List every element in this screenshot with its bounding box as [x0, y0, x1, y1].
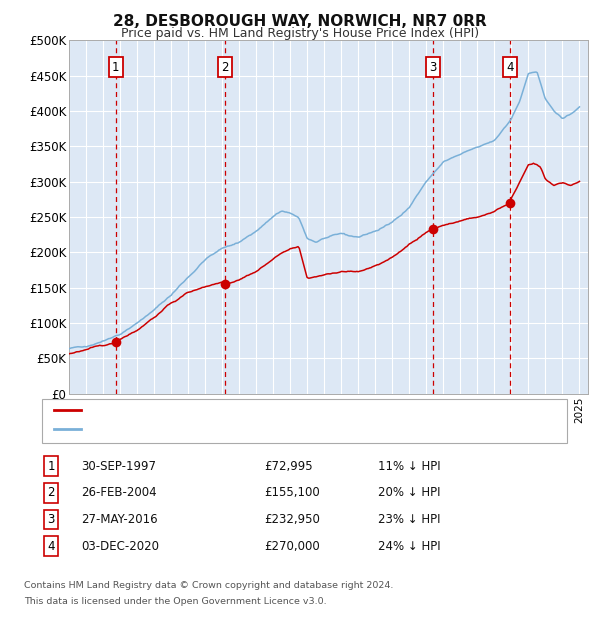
- Text: 20% ↓ HPI: 20% ↓ HPI: [378, 487, 440, 499]
- Text: 28, DESBOROUGH WAY, NORWICH, NR7 0RR (detached house): 28, DESBOROUGH WAY, NORWICH, NR7 0RR (de…: [87, 405, 436, 415]
- Text: 3: 3: [47, 513, 55, 526]
- Text: 28, DESBOROUGH WAY, NORWICH, NR7 0RR: 28, DESBOROUGH WAY, NORWICH, NR7 0RR: [113, 14, 487, 29]
- Text: £72,995: £72,995: [264, 460, 313, 472]
- Text: £232,950: £232,950: [264, 513, 320, 526]
- Text: This data is licensed under the Open Government Licence v3.0.: This data is licensed under the Open Gov…: [24, 597, 326, 606]
- Text: £270,000: £270,000: [264, 540, 320, 552]
- Text: 2: 2: [47, 487, 55, 499]
- Text: 27-MAY-2016: 27-MAY-2016: [81, 513, 158, 526]
- Text: 30-SEP-1997: 30-SEP-1997: [81, 460, 156, 472]
- Text: 1: 1: [47, 460, 55, 472]
- Text: Price paid vs. HM Land Registry's House Price Index (HPI): Price paid vs. HM Land Registry's House …: [121, 27, 479, 40]
- Text: 11% ↓ HPI: 11% ↓ HPI: [378, 460, 440, 472]
- Text: 2: 2: [221, 61, 229, 74]
- Text: 03-DEC-2020: 03-DEC-2020: [81, 540, 159, 552]
- Text: 1: 1: [112, 61, 119, 74]
- Text: £155,100: £155,100: [264, 487, 320, 499]
- Text: 26-FEB-2004: 26-FEB-2004: [81, 487, 157, 499]
- Text: 4: 4: [506, 61, 514, 74]
- Text: Contains HM Land Registry data © Crown copyright and database right 2024.: Contains HM Land Registry data © Crown c…: [24, 581, 394, 590]
- Text: 23% ↓ HPI: 23% ↓ HPI: [378, 513, 440, 526]
- Text: 3: 3: [430, 61, 437, 74]
- Text: 4: 4: [47, 540, 55, 552]
- Text: HPI: Average price, detached house, Broadland: HPI: Average price, detached house, Broa…: [87, 424, 350, 434]
- Text: 24% ↓ HPI: 24% ↓ HPI: [378, 540, 440, 552]
